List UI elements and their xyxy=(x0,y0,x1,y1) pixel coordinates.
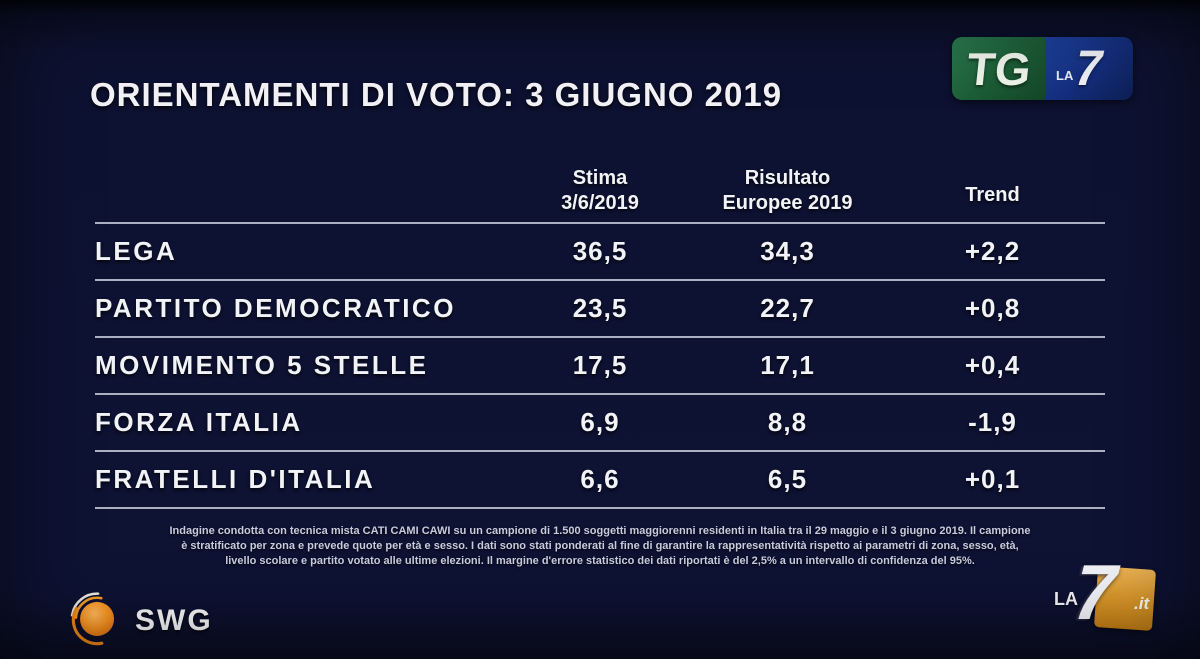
table-row: FRATELLI D'ITALIA 6,6 6,5 +0,1 xyxy=(95,450,1105,509)
stima-value-cell: 23,5 xyxy=(572,293,628,323)
la7-logo-la-text: LA xyxy=(1056,68,1074,83)
table-row: MOVIMENTO 5 STELLE 17,5 17,1 +0,4 xyxy=(95,336,1105,393)
risultato-value-cell: 6,5 xyxy=(767,464,808,494)
risultato-value-cell: 34,3 xyxy=(760,236,815,266)
table-row: LEGA 36,5 34,3 +2,2 xyxy=(95,222,1105,279)
trend-column-header: Trend xyxy=(965,184,1020,206)
swg-logo: SWG xyxy=(62,588,213,654)
disclaimer-line-2: è stratificato per zona e prevede quote … xyxy=(181,540,1019,552)
party-name-cell: LEGA xyxy=(95,236,178,266)
disclaimer-line-1: Indagine condotta con tecnica mista CATI… xyxy=(169,525,1031,537)
trend-value-cell: +2,2 xyxy=(964,236,1021,266)
risultato-value-cell: 8,8 xyxy=(767,407,808,437)
swg-globe-icon xyxy=(70,592,124,646)
la7it-la-text: LA xyxy=(1054,589,1078,609)
risultato-value-cell: 22,7 xyxy=(760,293,815,323)
table-row: PARTITO DEMOCRATICO 23,5 22,7 +0,8 xyxy=(95,279,1105,336)
stima-value-cell: 17,5 xyxy=(572,350,628,380)
party-name-cell: MOVIMENTO 5 STELLE xyxy=(95,350,429,380)
trend-value-cell: +0,4 xyxy=(964,350,1021,380)
disclaimer-line-3: livello scolare e partito votato alle ul… xyxy=(225,555,975,567)
stima-value-cell: 6,6 xyxy=(580,464,620,494)
risultato-value-cell: 17,1 xyxy=(760,350,815,380)
table-header-row: Stima 3/6/2019 Risultato Europee 2019 Tr… xyxy=(95,164,1105,222)
la7it-it-text: .it xyxy=(1134,594,1150,613)
page-title: ORIENTAMENTI DI VOTO: 3 GIUGNO 2019 xyxy=(90,76,783,113)
party-name-cell: FORZA ITALIA xyxy=(95,407,303,437)
stima-value-cell: 36,5 xyxy=(572,236,628,266)
poll-table: Stima 3/6/2019 Risultato Europee 2019 Tr… xyxy=(95,164,1105,509)
trend-value-cell: -1,9 xyxy=(968,407,1017,437)
la7it-logo: 7 LA .it xyxy=(1050,548,1175,648)
party-column-header xyxy=(95,216,505,222)
stima-column-header: Stima 3/6/2019 xyxy=(561,167,639,214)
la7-logo-seven: 7 xyxy=(1069,40,1109,96)
la7-logo-blue-box: LA 7 xyxy=(1045,37,1133,100)
risultato-column-header: Risultato Europee 2019 xyxy=(722,167,853,214)
tg-logo-text: TG xyxy=(963,42,1034,95)
methodology-disclaimer: Indagine condotta con tecnica mista CATI… xyxy=(95,524,1105,569)
table-row: FORZA ITALIA 6,9 8,8 -1,9 xyxy=(95,393,1105,450)
stima-value-cell: 6,9 xyxy=(580,407,620,437)
party-name-cell: PARTITO DEMOCRATICO xyxy=(95,293,456,323)
party-name-cell: FRATELLI D'ITALIA xyxy=(95,464,376,494)
trend-value-cell: +0,8 xyxy=(964,293,1021,323)
tg-la7-logo: TG LA 7 xyxy=(952,37,1133,100)
tg-logo-green-box: TG xyxy=(952,37,1045,100)
trend-value-cell: +0,1 xyxy=(964,464,1021,494)
swg-wordmark: SWG xyxy=(135,604,213,637)
